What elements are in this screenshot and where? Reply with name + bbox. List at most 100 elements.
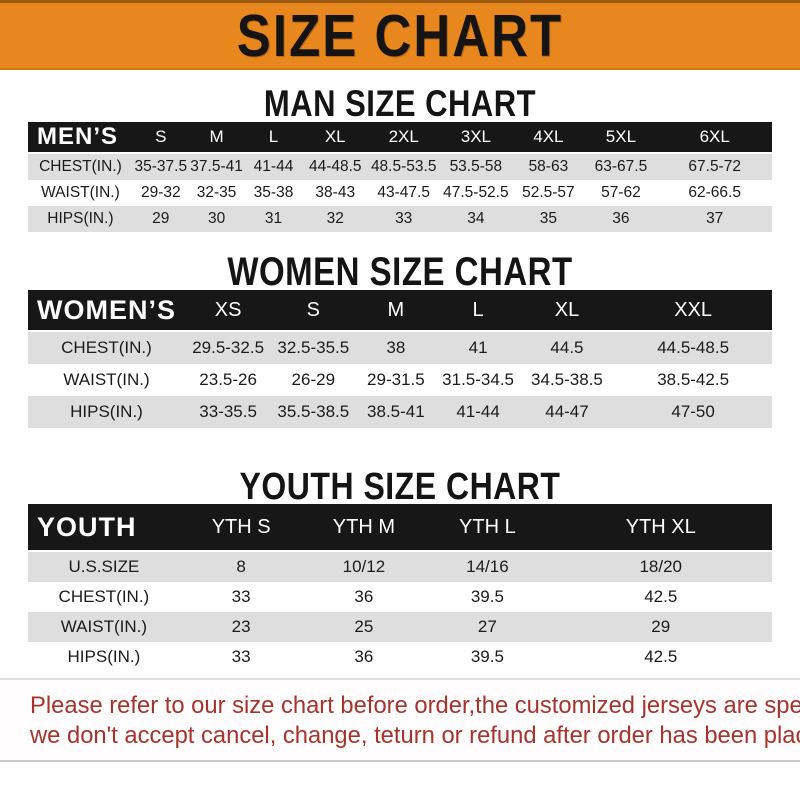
size-value: 39.5 bbox=[425, 642, 550, 672]
size-value: 36 bbox=[302, 582, 426, 612]
size-column-header: L bbox=[436, 290, 520, 332]
size-value: 58-63 bbox=[512, 153, 585, 180]
size-column-header: M bbox=[188, 122, 245, 154]
table-title-cell: YOUTH bbox=[28, 504, 180, 552]
page-title: SIZE CHART bbox=[236, 2, 564, 69]
size-value: 33 bbox=[179, 582, 303, 612]
size-value: 41 bbox=[436, 331, 520, 364]
man-section-heading-text: MAN SIZE CHART bbox=[263, 82, 537, 125]
size-value: 57-62 bbox=[584, 180, 658, 206]
size-value: 42.5 bbox=[549, 642, 772, 672]
youth-section-heading-text: YOUTH SIZE CHART bbox=[239, 464, 561, 508]
size-value: 32.5-35.5 bbox=[271, 331, 356, 364]
size-column-header: YTH XL bbox=[549, 504, 772, 552]
size-value: 42.5 bbox=[549, 582, 772, 612]
size-value: 36 bbox=[584, 206, 658, 232]
size-value: 38.5-42.5 bbox=[614, 364, 772, 396]
row-label: WAIST(IN.) bbox=[28, 180, 133, 206]
size-column-header: 4XL bbox=[512, 122, 585, 154]
size-column-header: XS bbox=[184, 290, 272, 332]
footer-disclaimer-line2: we don't accept cancel, change, teturn o… bbox=[30, 722, 800, 749]
size-value: 44.5 bbox=[519, 331, 615, 364]
table-row: WAIST(IN.) 29-32 32-35 35-38 38-43 43-47.5 47.… bbox=[28, 180, 772, 206]
table-row: WAIST(IN.) 23 25 27 29 bbox=[28, 612, 772, 642]
size-column-header: XL bbox=[519, 290, 615, 332]
size-value: 33 bbox=[367, 206, 440, 232]
size-value: 29.5-32.5 bbox=[184, 331, 272, 364]
row-label: WAIST(IN.) bbox=[28, 612, 180, 642]
table-row: CHEST(IN.) 29.5-32.5 32.5-35.5 38 41 44.5 44.5… bbox=[28, 331, 772, 364]
footer-disclaimer: Please refer to our size chart before or… bbox=[0, 678, 800, 762]
size-value: 18/20 bbox=[549, 551, 772, 582]
size-value: 44-48.5 bbox=[302, 153, 368, 180]
size-value: 23 bbox=[179, 612, 303, 642]
size-value: 53.5-58 bbox=[439, 153, 513, 180]
size-value: 37.5-41 bbox=[188, 153, 245, 180]
size-value: 29 bbox=[132, 206, 189, 232]
size-value: 29 bbox=[549, 612, 772, 642]
table-row: CHEST(IN.) 33 36 39.5 42.5 bbox=[28, 582, 772, 612]
size-value: 31 bbox=[244, 206, 303, 232]
row-label: HIPS(IN.) bbox=[28, 642, 180, 672]
size-value: 25 bbox=[302, 612, 426, 642]
size-value: 34.5-38.5 bbox=[519, 364, 615, 396]
size-column-header: S bbox=[132, 122, 189, 154]
size-column-header: S bbox=[271, 290, 356, 332]
size-value: 38 bbox=[355, 331, 437, 364]
size-value: 38-43 bbox=[302, 180, 368, 206]
women-section-heading: WOMEN SIZE CHART bbox=[0, 250, 800, 293]
size-value: 35-38 bbox=[244, 180, 303, 206]
size-value: 37 bbox=[657, 206, 772, 232]
size-value: 32 bbox=[302, 206, 368, 232]
size-value: 30 bbox=[188, 206, 245, 232]
size-column-header: YTH M bbox=[302, 504, 426, 552]
size-value: 35 bbox=[512, 206, 585, 232]
size-value: 36 bbox=[302, 642, 426, 672]
size-value: 14/16 bbox=[425, 551, 550, 582]
table-row: HIPS(IN.) 33-35.5 35.5-38.5 38.5-41 41-44 44-… bbox=[28, 396, 772, 428]
table-row: HIPS(IN.) 29 30 31 32 33 34 35 36 37 bbox=[28, 206, 772, 232]
size-column-header: YTH L bbox=[425, 504, 550, 552]
size-column-header: M bbox=[355, 290, 437, 332]
row-label: U.S.SIZE bbox=[28, 551, 180, 582]
size-value: 8 bbox=[179, 551, 303, 582]
size-column-header: 3XL bbox=[439, 122, 513, 154]
size-column-header: L bbox=[244, 122, 303, 154]
table-row: HIPS(IN.) 33 36 39.5 42.5 bbox=[28, 642, 772, 672]
size-value: 48.5-53.5 bbox=[367, 153, 440, 180]
size-value: 63-67.5 bbox=[584, 153, 658, 180]
row-label: WAIST(IN.) bbox=[28, 364, 185, 396]
row-label: CHEST(IN.) bbox=[28, 153, 133, 180]
footer-disclaimer-line1: Please refer to our size chart before or… bbox=[30, 692, 800, 719]
size-column-header: 2XL bbox=[367, 122, 440, 154]
size-value: 39.5 bbox=[425, 582, 550, 612]
table-row: CHEST(IN.) 35-37.5 37.5-41 41-44 44-48.5 48.5… bbox=[28, 153, 772, 180]
size-value: 10/12 bbox=[302, 551, 426, 582]
size-column-header: XXL bbox=[614, 290, 772, 332]
size-value: 27 bbox=[425, 612, 550, 642]
men-size-table: MEN’S S M L XL 2XL 3XL 4XL 5XL 6XL CHEST(IN.) 35-3… bbox=[28, 122, 772, 232]
women-size-table: WOMEN’S XS S M L XL XXL CHEST(IN.) 29.5-32.5 32.… bbox=[28, 290, 772, 428]
table-row: WAIST(IN.) 23.5-26 26-29 29-31.5 31.5-34.5 34… bbox=[28, 364, 772, 396]
youth-header-row: YOUTH YTH S YTH M YTH L YTH XL bbox=[28, 504, 772, 552]
size-value: 62-66.5 bbox=[657, 180, 772, 206]
size-column-header: 6XL bbox=[657, 122, 772, 154]
table-row: U.S.SIZE 8 10/12 14/16 18/20 bbox=[28, 551, 772, 582]
size-value: 29-32 bbox=[132, 180, 189, 206]
size-value: 29-31.5 bbox=[355, 364, 437, 396]
row-label: HIPS(IN.) bbox=[28, 206, 133, 232]
size-column-header: 5XL bbox=[584, 122, 658, 154]
size-chart-banner: SIZE CHART bbox=[0, 0, 800, 70]
size-value: 41-44 bbox=[436, 396, 520, 428]
row-label: HIPS(IN.) bbox=[28, 396, 185, 428]
size-value: 26-29 bbox=[271, 364, 356, 396]
size-value: 38.5-41 bbox=[355, 396, 437, 428]
men-header-row: MEN’S S M L XL 2XL 3XL 4XL 5XL 6XL bbox=[28, 122, 772, 154]
size-value: 52.5-57 bbox=[512, 180, 585, 206]
size-value: 33-35.5 bbox=[184, 396, 272, 428]
size-value: 67.5-72 bbox=[657, 153, 772, 180]
size-column-header: XL bbox=[302, 122, 368, 154]
size-value: 23.5-26 bbox=[184, 364, 272, 396]
size-value: 41-44 bbox=[244, 153, 303, 180]
